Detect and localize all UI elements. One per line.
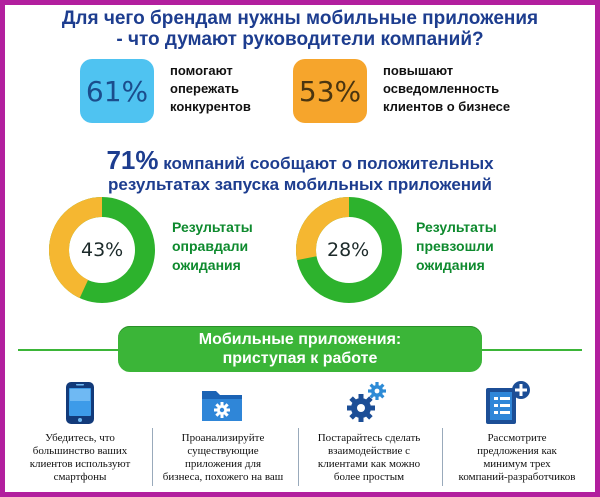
smartphone-icon xyxy=(66,382,94,424)
step-text-1: Убедитесь, что большинство ваших клиенто… xyxy=(11,432,149,484)
donut-description-line: Результаты xyxy=(416,219,497,235)
step-text-line: клиентов используют xyxy=(29,458,131,470)
step-text-line: предложения как xyxy=(477,445,557,457)
donut-label: 28% xyxy=(327,239,370,261)
donut-label: 43% xyxy=(81,239,124,261)
banner-line-2: приступая к работе xyxy=(222,350,378,367)
donut-description-line: ожидания xyxy=(416,257,485,273)
donut-description-line: Результаты xyxy=(172,219,253,235)
step-text-line: большинство ваших xyxy=(32,445,128,457)
stat-description-line: помогают xyxy=(170,63,233,78)
donut-value-arc xyxy=(49,197,155,303)
getting-started-banner: Мобильные приложения: приступая к работе xyxy=(118,326,482,372)
column-divider xyxy=(152,428,153,486)
donut-description-line: оправдали xyxy=(172,238,249,254)
step-text-line: Рассмотрите xyxy=(487,432,547,444)
donut-description-line: ожидания xyxy=(172,257,241,273)
donut-chart-28 xyxy=(296,197,402,303)
title-line-2: - что думают руководители компаний? xyxy=(116,29,484,50)
stat-value: 61% xyxy=(85,74,149,108)
donut-value-arc xyxy=(296,197,402,303)
headline-line-1-text: компаний сообщают о положительных xyxy=(158,154,494,173)
step-text-line: более простым xyxy=(333,471,405,483)
step-text-3: Постарайтесь сделать взаимодействие с кл… xyxy=(300,432,438,484)
headline-percent: 71% xyxy=(106,145,159,175)
step-text-line: компаний-разработчиков xyxy=(458,471,576,483)
stat-description-line: повышают xyxy=(383,63,454,78)
step-text-line: Убедитесь, что xyxy=(45,432,115,444)
step-text-2: Проанализируйте существующие приложения … xyxy=(154,432,292,484)
step-text-line: приложения для xyxy=(184,458,262,470)
donut-description-line: превзошли xyxy=(416,238,494,254)
stat-description-line: осведомленность xyxy=(383,81,500,96)
stat-value: 53% xyxy=(298,74,362,108)
page-title: Для чего брендам нужны мобильные приложе… xyxy=(0,8,600,50)
headline-line-2: результатах запуска мобильных приложений xyxy=(108,175,492,194)
document-plus-icon xyxy=(486,381,530,424)
step-text-line: минимум трех xyxy=(483,458,551,470)
step-text-4: Рассмотрите предложения как минимум трех… xyxy=(444,432,590,484)
step-text-line: бизнеса, похожего на ваш xyxy=(162,471,284,483)
step-text-line: клиентами как можно xyxy=(317,458,421,470)
column-divider xyxy=(442,428,443,486)
folder-gear-icon xyxy=(202,391,242,421)
gears-icon xyxy=(347,382,386,422)
donut-description-2: Результаты превзошли ожидания xyxy=(416,218,497,275)
stat-badge-53: 53% xyxy=(293,59,367,123)
stat-description-line: опережать xyxy=(170,81,239,96)
step-text-line: Проанализируйте xyxy=(181,432,265,444)
step-text-line: взаимодействие с xyxy=(327,445,411,457)
title-line-1: Для чего брендам нужны мобильные приложе… xyxy=(61,8,539,29)
headline-line-1: 71% компаний сообщают о положительных xyxy=(0,147,600,174)
stat-description-line: конкурентов xyxy=(170,99,251,114)
headline: 71% компаний сообщают о положительных ре… xyxy=(0,147,600,195)
step-text-line: существующие xyxy=(187,445,259,457)
donut-chart-43 xyxy=(49,197,155,303)
stat-badge-61: 61% xyxy=(80,59,154,123)
stat-description-line: клиентов о бизнесе xyxy=(383,99,511,114)
step-text-line: Постарайтесь сделать xyxy=(317,432,421,444)
banner-line-1: Мобильные приложения: xyxy=(198,331,402,348)
stat-description-2: повышают осведомленность клиентов о бизн… xyxy=(383,62,510,116)
step-text-line: смартфоны xyxy=(53,471,107,483)
stat-description-1: помогают опережать конкурентов xyxy=(170,62,251,116)
column-divider xyxy=(298,428,299,486)
donut-description-1: Результаты оправдали ожидания xyxy=(172,218,253,275)
